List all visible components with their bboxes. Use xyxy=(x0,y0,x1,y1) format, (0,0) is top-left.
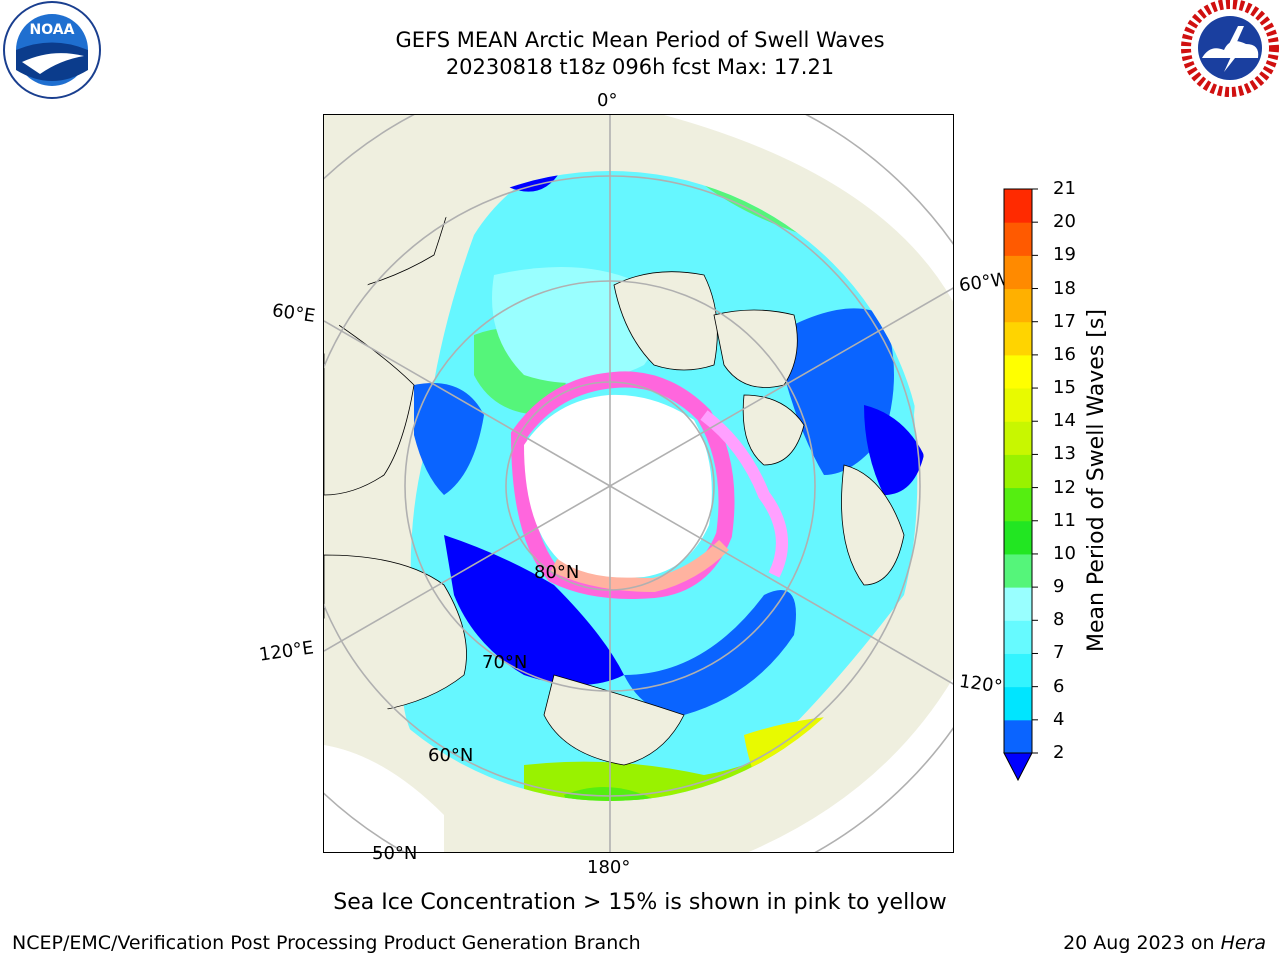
colorbar-segment xyxy=(1004,354,1032,389)
colorbar-segment xyxy=(1004,321,1032,356)
colorbar-segment xyxy=(1004,520,1032,555)
colorbar-segment xyxy=(1004,487,1032,522)
sea-ice-note: Sea Ice Concentration > 15% is shown in … xyxy=(333,890,947,915)
colorbar-segment xyxy=(1004,686,1032,721)
colorbar-tick-label: 19 xyxy=(1053,244,1076,266)
colorbar-tick-label: 11 xyxy=(1053,509,1076,531)
lon-label-120e: 120°E xyxy=(257,637,315,666)
colorbar-segment xyxy=(1004,189,1032,223)
colorbar-tick-label: 7 xyxy=(1053,642,1065,664)
lat-label-80: 80°N xyxy=(534,562,580,583)
lat-label-50: 50°N xyxy=(372,843,418,864)
noaa-logo: NOAA xyxy=(0,0,104,100)
colorbar-tick-label: 10 xyxy=(1053,542,1076,564)
colorbar-segment xyxy=(1004,288,1032,323)
colorbar-tick-label: 14 xyxy=(1053,410,1076,432)
colorbar-segment xyxy=(1004,388,1032,422)
footer-right: 20 Aug 2023 on Hera xyxy=(1063,932,1266,954)
colorbar-segment xyxy=(1004,587,1032,621)
colorbar-segment xyxy=(1004,255,1032,290)
meridian-120e xyxy=(324,485,611,652)
meridian-60e xyxy=(324,320,611,487)
meridian-60w xyxy=(609,287,953,487)
colorbar-tick-label: 18 xyxy=(1053,277,1076,299)
colorbar-segment xyxy=(1004,653,1032,688)
colorbar-segment xyxy=(1004,620,1032,654)
colorbar-tick-label: 9 xyxy=(1053,576,1065,598)
colorbar-segment xyxy=(1004,454,1032,489)
chart-title-line2: 20230818 t18z 096h fcst Max: 17.21 xyxy=(445,55,835,79)
colorbar-segment xyxy=(1004,719,1032,754)
colorbar-tick-label: 2 xyxy=(1053,742,1065,763)
lat-label-70: 70°N xyxy=(482,652,528,673)
footer-left: NCEP/EMC/Verification Post Processing Pr… xyxy=(12,932,641,954)
colorbar-label: Mean Period of Swell Waves [s] xyxy=(1084,309,1109,652)
nws-logo xyxy=(1180,0,1280,100)
colorbar-segment xyxy=(1004,553,1032,588)
colorbar-extend-triangle xyxy=(1003,752,1033,782)
colorbar-tick-label: 20 xyxy=(1053,211,1076,233)
meridian-120w xyxy=(609,485,953,685)
footer-machine: Hera xyxy=(1220,932,1266,954)
colorbar-tick-label: 4 xyxy=(1053,708,1065,730)
lon-label-60e: 60°E xyxy=(270,300,317,327)
lon-label-180: 180° xyxy=(587,857,631,878)
lat-label-60: 60°N xyxy=(428,745,474,766)
noaa-logo-text: NOAA xyxy=(30,22,75,38)
colorbar-tick-label: 6 xyxy=(1053,675,1065,697)
colorbar-tick-label: 17 xyxy=(1053,310,1076,332)
colorbar-outline xyxy=(1003,188,1033,754)
colorbar-tick-label: 15 xyxy=(1053,377,1076,399)
graticule xyxy=(324,115,953,852)
colorbar-tick-label: 16 xyxy=(1053,343,1076,365)
colorbar xyxy=(1003,188,1038,782)
central-ice-pack xyxy=(524,394,712,578)
lon-label-0: 0° xyxy=(597,90,618,111)
colorbar-tick-label: 8 xyxy=(1053,609,1065,631)
colorbar-segment xyxy=(1004,421,1032,455)
colorbar-segment xyxy=(1004,222,1032,256)
polar-map xyxy=(323,114,954,853)
colorbar-tick-label: 21 xyxy=(1053,178,1076,199)
footer-date: 20 Aug 2023 on xyxy=(1063,932,1221,954)
chart-title-line1: GEFS MEAN Arctic Mean Period of Swell Wa… xyxy=(395,28,885,52)
colorbar-tick-label: 13 xyxy=(1053,443,1076,465)
colorbar-tick-label: 12 xyxy=(1053,476,1076,498)
